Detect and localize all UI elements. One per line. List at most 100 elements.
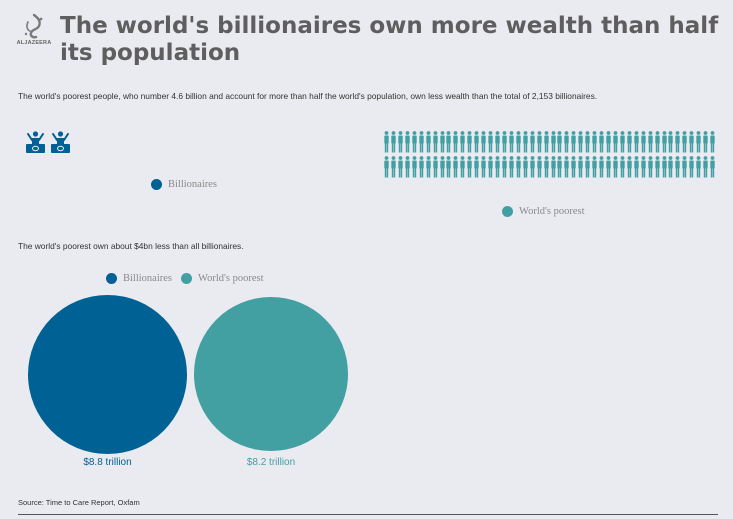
- poorest-person-icon: [467, 131, 472, 153]
- poorest-person-icon: [529, 131, 535, 153]
- poorest-person-icon: [599, 156, 604, 178]
- billionaires-legend-dot: [151, 179, 162, 190]
- poorest-person-icon: [578, 131, 583, 153]
- poorest-person-icon: [585, 156, 590, 178]
- value-label-billionaires: $8.8 trillion: [83, 457, 132, 468]
- poorest-person-icon: [571, 131, 577, 153]
- legend-item-poorest: World's poorest: [181, 273, 264, 284]
- poorest-person-icon: [592, 156, 597, 178]
- poorest-person-icon: [634, 131, 639, 153]
- poorest-person-icon: [627, 156, 632, 178]
- poorest-person-icon: [710, 131, 715, 153]
- poorest-person-icon: [557, 156, 563, 178]
- poorest-person-icon: [502, 131, 507, 153]
- poorest-person-icon: [425, 156, 431, 178]
- poorest-person-icon: [495, 131, 500, 153]
- poorest-person-icon: [412, 156, 417, 178]
- chart-subtitle: The world's poorest people, who number 4…: [18, 91, 598, 101]
- bubble-chart-title: The world's poorest own about $4bn less …: [18, 241, 244, 251]
- logo-wordmark: ALJAZEERA: [16, 40, 52, 46]
- aljazeera-logo: ALJAZEERA: [14, 12, 54, 52]
- poorest-person-icon: [446, 156, 452, 178]
- poorest-person-icon: [661, 131, 667, 153]
- legend-label-billionaires: Billionaires: [123, 273, 172, 284]
- poorest-person-icon: [460, 156, 466, 178]
- poorest-person-icon: [432, 131, 438, 153]
- legend-item-billionaires: Billionaires: [106, 273, 172, 284]
- poorest-person-icon: [523, 131, 528, 153]
- source-note: Source: Time to Care Report, Oxfam: [18, 498, 140, 507]
- poorest-person-icon: [703, 131, 708, 153]
- poorest-pictogram-row-1: [384, 131, 717, 153]
- poorest-person-icon: [613, 156, 618, 178]
- poorest-person-icon: [550, 156, 556, 178]
- poorest-person-icon: [710, 156, 715, 178]
- poorest-person-icon: [474, 131, 479, 153]
- bubble-poorest: [194, 297, 348, 451]
- poorest-person-icon: [529, 156, 535, 178]
- poorest-person-icon: [384, 131, 389, 153]
- poorest-person-icon: [654, 156, 660, 178]
- poorest-person-icon: [703, 156, 708, 178]
- legend-dot-billionaires: [106, 273, 117, 284]
- poorest-person-icon: [405, 156, 410, 178]
- poorest-person-icon: [391, 131, 396, 153]
- poorest-person-icon: [516, 156, 521, 178]
- poorest-person-icon: [682, 156, 688, 178]
- poorest-person-icon: [661, 156, 667, 178]
- poorest-person-icon: [675, 156, 681, 178]
- billionaires-legend-label: Billionaires: [168, 179, 217, 190]
- poorest-person-icon: [488, 131, 493, 153]
- poorest-person-icon: [689, 156, 694, 178]
- poorest-person-icon: [606, 156, 611, 178]
- poorest-person-icon: [564, 131, 570, 153]
- chart-title: The world's billionaires own more wealth…: [60, 13, 719, 66]
- poorest-person-icon: [446, 131, 452, 153]
- poorest-person-icon: [606, 131, 611, 153]
- poorest-person-icon: [481, 131, 486, 153]
- bubble-billionaires: [28, 294, 187, 454]
- poorest-person-icon: [543, 156, 549, 178]
- poorest-person-icon: [474, 156, 479, 178]
- poorest-person-icon: [689, 131, 694, 153]
- poorest-person-icon: [592, 131, 597, 153]
- billionaires-pictogram-legend: Billionaires: [151, 179, 217, 190]
- poorest-person-icon: [668, 131, 674, 153]
- poorest-person-icon: [425, 131, 431, 153]
- poorest-person-icon: [550, 131, 556, 153]
- poorest-person-icon: [391, 156, 396, 178]
- value-label-poorest: $8.2 trillion: [246, 457, 296, 468]
- poorest-person-icon: [398, 131, 403, 153]
- poorest-person-icon: [668, 156, 674, 178]
- poorest-person-icon: [481, 156, 486, 178]
- poorest-person-icon: [564, 156, 570, 178]
- poorest-person-icon: [432, 156, 438, 178]
- poorest-person-icon: [557, 131, 563, 153]
- billionaires-pictogram: [25, 131, 75, 153]
- poorest-legend-label: World's poorest: [519, 206, 585, 217]
- poorest-person-icon: [453, 131, 459, 153]
- poorest-legend-dot: [502, 206, 513, 217]
- poorest-person-icon: [488, 156, 493, 178]
- legend-dot-poorest: [181, 273, 192, 284]
- poorest-person-icon: [523, 156, 528, 178]
- poorest-person-icon: [620, 131, 625, 153]
- poorest-person-icon: [620, 156, 625, 178]
- poorest-person-icon: [439, 156, 445, 178]
- poorest-person-icon: [543, 131, 549, 153]
- poorest-person-icon: [516, 131, 521, 153]
- poorest-person-icon: [640, 131, 646, 153]
- poorest-person-icon: [536, 131, 542, 153]
- poorest-person-icon: [640, 156, 646, 178]
- poorest-person-icon: [453, 156, 459, 178]
- poorest-person-icon: [599, 131, 604, 153]
- poorest-person-icon: [460, 131, 466, 153]
- poorest-person-icon: [495, 156, 500, 178]
- billionaire-person-icon: [26, 131, 45, 153]
- poorest-person-icon: [571, 156, 577, 178]
- poorest-person-icon: [675, 131, 681, 153]
- poorest-person-icon: [634, 156, 639, 178]
- poorest-person-icon: [412, 131, 417, 153]
- footer-divider: [18, 514, 718, 515]
- poorest-person-icon: [384, 156, 389, 178]
